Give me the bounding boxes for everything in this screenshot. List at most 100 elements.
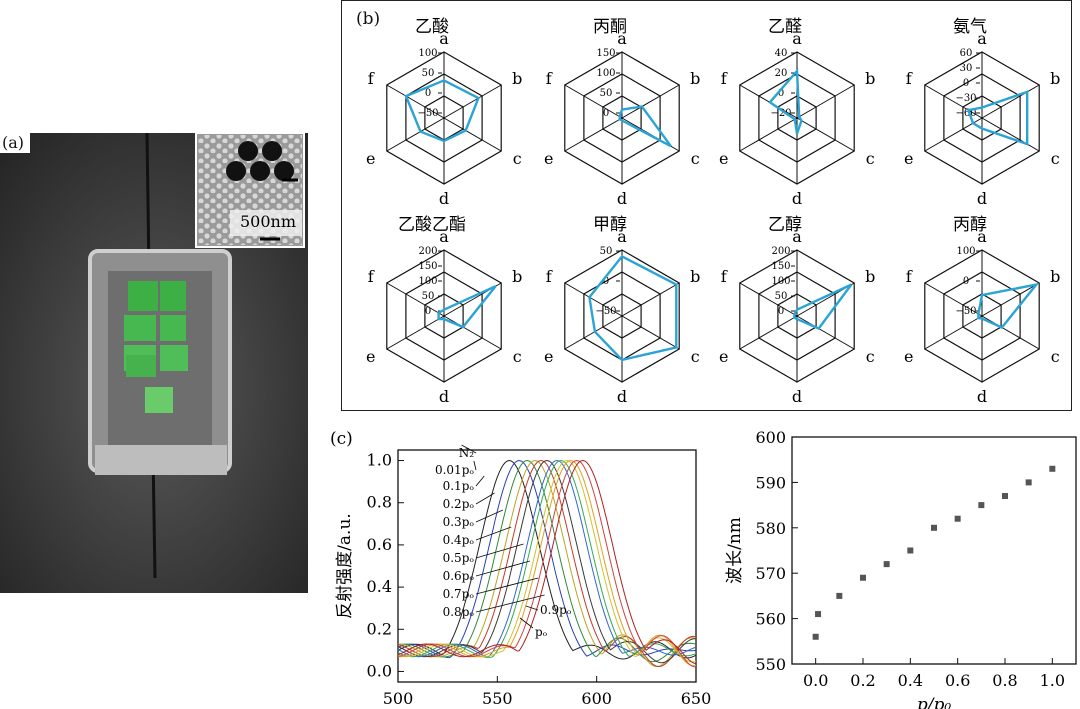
radar-spoke bbox=[924, 282, 983, 317]
radar-charts: 乙酸abcdef100500−50丙酮abcdef150100500乙醛abcd… bbox=[366, 17, 1060, 406]
radar-tick-label: 0 bbox=[603, 108, 609, 119]
spectra-label-leader bbox=[475, 492, 495, 505]
radar-axis-label-d: d bbox=[792, 387, 802, 406]
radar-spoke bbox=[739, 282, 798, 317]
radar-axis-label-f: f bbox=[906, 267, 913, 286]
radar-data-polygon bbox=[977, 282, 1040, 329]
radar-tick-label: 0 bbox=[778, 306, 784, 317]
radar-tick-label: 200 bbox=[771, 246, 790, 257]
radar-axis-label-f: f bbox=[721, 69, 728, 88]
radar-axis-label-c: c bbox=[1051, 347, 1060, 366]
radar-axis-label-b: b bbox=[1050, 69, 1060, 88]
radar-spoke bbox=[796, 117, 855, 152]
radar-axis-label-d: d bbox=[617, 387, 627, 406]
radar-axis-label-d: d bbox=[977, 387, 987, 406]
radar-tick-label: −60 bbox=[955, 108, 976, 119]
spectra-series-label: 0.2pₒ bbox=[443, 497, 475, 511]
radar-axis-label-d: d bbox=[439, 387, 449, 406]
radar-axis-label-d: d bbox=[439, 189, 449, 208]
scatter-x-axis-label: p/p₀ bbox=[917, 695, 951, 709]
scatter-x-tick-label: 0.0 bbox=[803, 671, 828, 690]
radar-axis-label-d: d bbox=[617, 189, 627, 208]
radar-title: 甲醇 bbox=[593, 215, 627, 235]
radar-spoke bbox=[564, 84, 623, 119]
scatter-y-tick-label: 570 bbox=[755, 564, 786, 583]
radar-spoke bbox=[924, 315, 983, 350]
radar-spoke bbox=[621, 315, 680, 350]
scatter-y-tick-label: 590 bbox=[755, 473, 786, 492]
scatter-x-tick-label: 0.8 bbox=[992, 671, 1017, 690]
spectra-series-label: 0.4pₒ bbox=[443, 533, 475, 547]
radar-axis-label-d: d bbox=[792, 189, 802, 208]
scatter-plot-frame bbox=[791, 436, 1077, 665]
scatter-point bbox=[815, 611, 822, 618]
radar-data-polygon bbox=[588, 254, 678, 362]
spectra-y-tick-label: 1.0 bbox=[367, 451, 392, 470]
spectra-series-line-12 bbox=[397, 459, 697, 665]
radar-axis-label-c: c bbox=[1051, 149, 1060, 168]
scatter-point bbox=[954, 515, 961, 522]
radar-axis-label-b: b bbox=[690, 267, 700, 286]
radar-tick-label: 0 bbox=[425, 88, 431, 99]
scatter-y-tick-label: 580 bbox=[755, 519, 786, 538]
radar-axis-label-a: a bbox=[792, 29, 802, 48]
radar-spoke bbox=[386, 315, 445, 350]
panel-c-label: (c) bbox=[330, 429, 353, 449]
spectra-series-label: 0.6pₒ bbox=[443, 569, 475, 583]
spectra-label-leader bbox=[473, 460, 477, 471]
radar-axis-label-a: a bbox=[977, 29, 987, 48]
radar-axis-label-b: b bbox=[1050, 267, 1060, 286]
spectra-y-tick-label: 0.2 bbox=[367, 619, 392, 638]
radar-axis-label-a: a bbox=[439, 29, 449, 48]
spectra-label-leader bbox=[475, 509, 504, 523]
radar-tick-label: 100 bbox=[418, 276, 437, 287]
radar-chart-7: 乙醇a b c d e f 200 150 100 50 0 bbox=[719, 215, 875, 406]
radar-tick-label: 100 bbox=[596, 68, 615, 79]
radar-spoke bbox=[386, 282, 445, 317]
radar-spoke bbox=[981, 117, 1040, 152]
radar-spoke bbox=[564, 315, 623, 350]
radar-tick-label: −20 bbox=[770, 108, 791, 119]
reflectance-spectra-chart: 5005506006500.00.20.40.60.81.0波长/nm反射强度/… bbox=[330, 429, 711, 708]
scatter-point bbox=[1025, 479, 1032, 486]
radar-tick-label: 30 bbox=[960, 63, 973, 74]
scatter-point bbox=[1002, 493, 1008, 500]
radar-tick-label: 100 bbox=[418, 48, 437, 59]
radar-axis-label-e: e bbox=[544, 347, 553, 366]
spectra-series-label: pₒ bbox=[535, 625, 548, 639]
radar-spoke bbox=[443, 315, 502, 350]
spectra-label-leader bbox=[475, 560, 531, 577]
spectra-label-leader bbox=[475, 475, 485, 487]
spectra-series-line-5 bbox=[397, 459, 697, 668]
radar-chart-8: 丙醇a b c d e f 100 0 −50 bbox=[904, 215, 1060, 406]
spectra-series-label: 0.8pₒ bbox=[443, 605, 475, 619]
radar-chart-6: 甲醇a b c d e f 50 0 −50 bbox=[544, 215, 700, 406]
radar-axis-label-c: c bbox=[866, 347, 875, 366]
radar-tick-label: 50 bbox=[775, 291, 788, 302]
radar-spoke bbox=[386, 117, 445, 152]
radar-tick-label: 50 bbox=[600, 246, 613, 257]
spectra-series-label: 0.3pₒ bbox=[443, 515, 475, 529]
scatter-point bbox=[812, 633, 819, 640]
spectra-x-tick-label: 500 bbox=[383, 689, 414, 708]
scatter-x-tick-label: 0.6 bbox=[945, 671, 970, 690]
radar-axis-label-a: a bbox=[439, 227, 449, 246]
spectra-y-tick-label: 0.8 bbox=[367, 493, 392, 512]
spectra-label-leader bbox=[475, 577, 539, 595]
radar-title: 乙酸 bbox=[415, 17, 449, 37]
radar-title: 丙酮 bbox=[593, 17, 627, 37]
radar-spoke bbox=[924, 84, 983, 119]
radar-spoke bbox=[621, 282, 680, 317]
spectra-series-label: 0.9pₒ bbox=[540, 603, 572, 617]
radar-axis-label-f: f bbox=[546, 69, 553, 88]
scatter-point bbox=[883, 561, 890, 568]
radar-axis-label-b: b bbox=[512, 267, 522, 286]
radar-axis-label-f: f bbox=[546, 267, 553, 286]
radar-spoke bbox=[739, 117, 798, 152]
radar-axis-label-a: a bbox=[617, 29, 627, 48]
radar-axis-label-f: f bbox=[368, 267, 375, 286]
radar-axis-label-c: c bbox=[866, 149, 875, 168]
scatter-x-tick-label: 0.4 bbox=[898, 671, 923, 690]
radar-tick-label: 150 bbox=[418, 261, 437, 272]
radar-tick-label: 200 bbox=[418, 246, 437, 257]
